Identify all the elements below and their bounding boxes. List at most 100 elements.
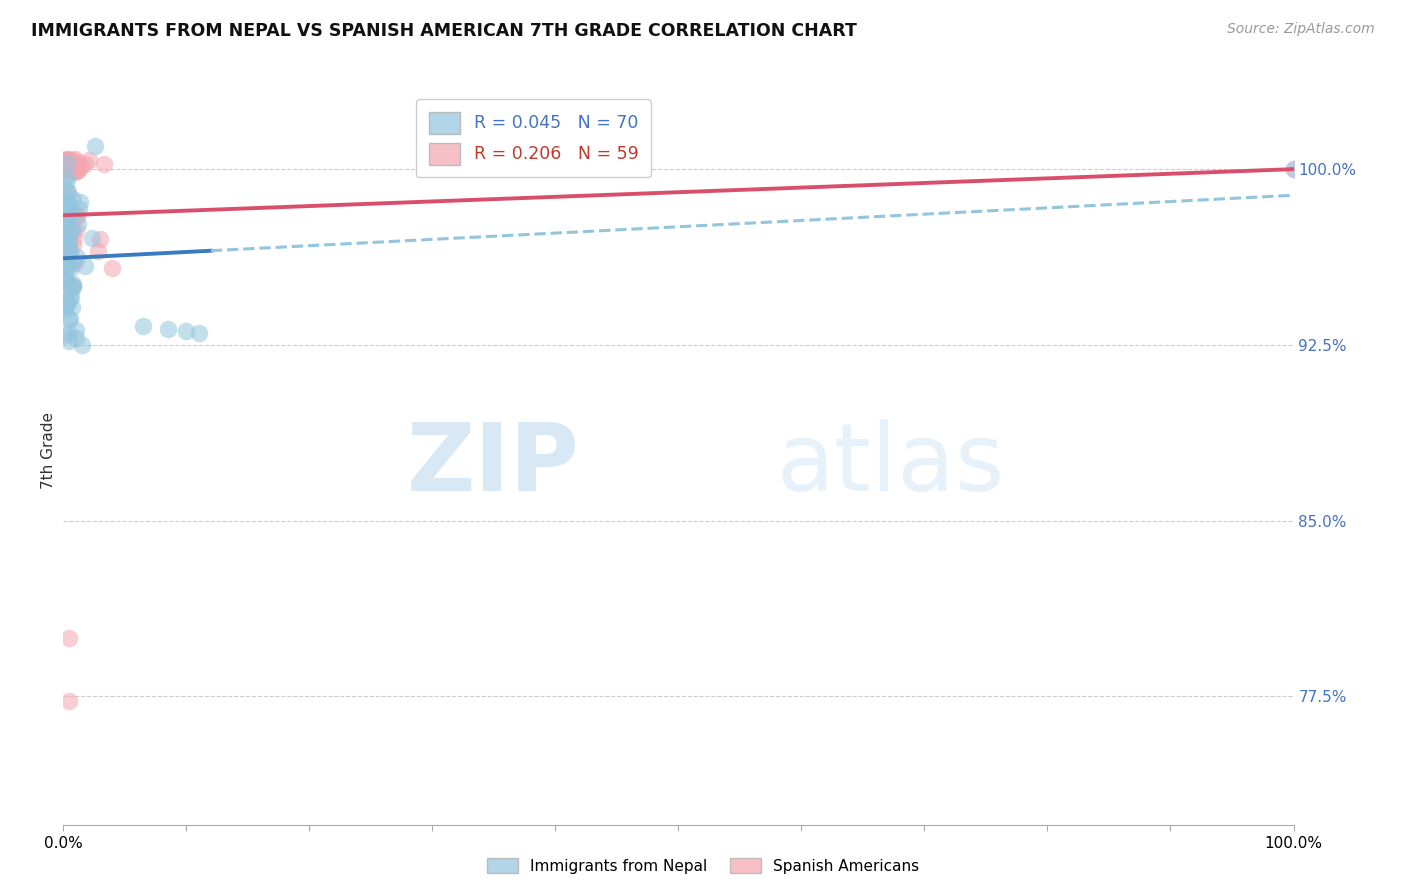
Point [55, 161, 77, 176]
Point [53, 195, 76, 210]
Point [174, 324, 197, 338]
Point [53, 244, 76, 258]
Point [62, 254, 84, 268]
Point [56, 153, 79, 168]
Point [65, 323, 87, 337]
Point [82, 231, 104, 245]
Point [83, 139, 105, 153]
Point [59, 279, 82, 293]
Point [70, 159, 93, 173]
Point [58, 694, 80, 708]
Point [58, 154, 80, 169]
Point [53, 181, 76, 195]
Point [65, 331, 87, 345]
Point [58, 326, 80, 341]
Point [55, 327, 77, 342]
Point [187, 326, 209, 341]
Text: Source: ZipAtlas.com: Source: ZipAtlas.com [1227, 22, 1375, 37]
Point [66, 208, 89, 222]
Point [56, 211, 79, 225]
Point [56, 185, 79, 199]
Point [58, 334, 80, 348]
Point [58, 244, 80, 259]
Point [58, 201, 80, 215]
Point [53, 275, 76, 289]
Point [62, 279, 84, 293]
Point [60, 160, 83, 174]
Point [58, 245, 80, 260]
Point [55, 273, 77, 287]
Point [53, 157, 76, 171]
Point [55, 262, 77, 277]
Point [62, 277, 84, 291]
Point [56, 276, 79, 290]
Point [132, 319, 155, 334]
Point [56, 260, 79, 275]
Point [60, 157, 83, 171]
Point [56, 294, 79, 309]
Point [59, 290, 82, 304]
Point [101, 260, 124, 275]
Point [55, 243, 77, 257]
Point [66, 209, 89, 223]
Point [56, 295, 79, 310]
Point [60, 301, 83, 315]
Point [59, 223, 82, 237]
Point [53, 211, 76, 225]
Point [58, 233, 80, 247]
Point [65, 159, 87, 173]
Point [59, 290, 82, 304]
Point [62, 192, 84, 206]
Point [55, 258, 77, 272]
Point [53, 291, 76, 305]
Text: IMMIGRANTS FROM NEPAL VS SPANISH AMERICAN 7TH GRADE CORRELATION CHART: IMMIGRANTS FROM NEPAL VS SPANISH AMERICA… [31, 22, 856, 40]
Point [53, 153, 76, 168]
Point [56, 156, 79, 170]
Point [55, 163, 77, 178]
Point [67, 163, 90, 178]
Point [53, 235, 76, 250]
Point [56, 236, 79, 251]
Point [77, 153, 100, 167]
Point [59, 261, 82, 276]
Point [55, 170, 77, 185]
Point [53, 153, 76, 168]
Point [63, 255, 86, 269]
Point [67, 218, 90, 232]
Point [53, 235, 76, 250]
Point [66, 163, 89, 178]
Point [60, 279, 83, 293]
Point [53, 244, 76, 258]
Point [55, 228, 77, 243]
Point [55, 192, 77, 206]
Point [60, 207, 83, 221]
Point [58, 238, 80, 252]
Point [62, 237, 84, 252]
Point [89, 231, 111, 245]
Point [69, 194, 91, 209]
Point [58, 199, 80, 213]
Point [63, 158, 86, 172]
Point [63, 165, 86, 179]
Y-axis label: 7th Grade: 7th Grade [41, 412, 56, 489]
Point [67, 202, 90, 216]
Point [58, 160, 80, 174]
Point [53, 301, 76, 316]
Legend: Immigrants from Nepal, Spanish Americans: Immigrants from Nepal, Spanish Americans [481, 852, 925, 880]
Point [53, 217, 76, 231]
Point [55, 152, 77, 166]
Point [73, 259, 96, 273]
Point [58, 201, 80, 215]
Point [56, 186, 79, 200]
Point [56, 211, 79, 225]
Text: ZIP: ZIP [408, 419, 579, 511]
Point [60, 223, 83, 237]
Point [93, 156, 115, 170]
Point [70, 338, 93, 352]
Point [53, 162, 76, 177]
Point [63, 152, 86, 166]
Point [59, 312, 82, 326]
Point [58, 312, 80, 326]
Point [58, 156, 80, 170]
Point [58, 631, 80, 645]
